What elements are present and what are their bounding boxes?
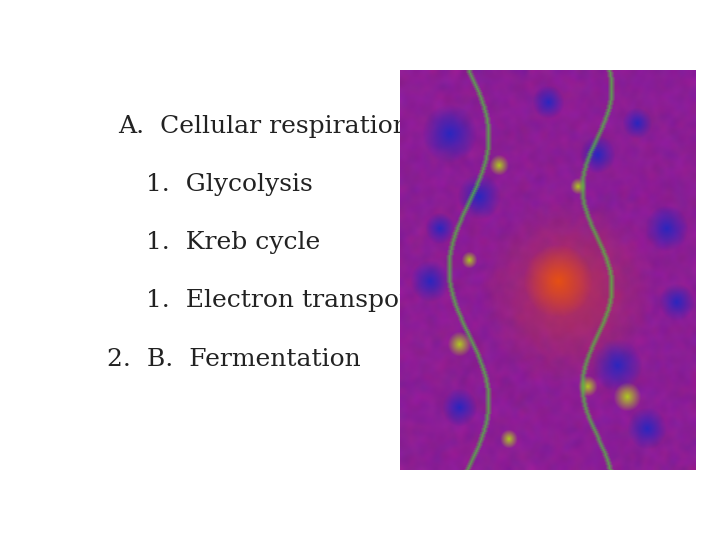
Text: 1.  Electron transport chain: 1. Electron transport chain bbox=[145, 289, 498, 312]
Text: 1.  Kreb cycle: 1. Kreb cycle bbox=[145, 231, 320, 254]
Text: A.  Cellular respiration: A. Cellular respiration bbox=[118, 114, 409, 138]
Text: 2.  B.  Fermentation: 2. B. Fermentation bbox=[107, 348, 361, 370]
Text: 1.  Glycolysis: 1. Glycolysis bbox=[145, 173, 312, 196]
